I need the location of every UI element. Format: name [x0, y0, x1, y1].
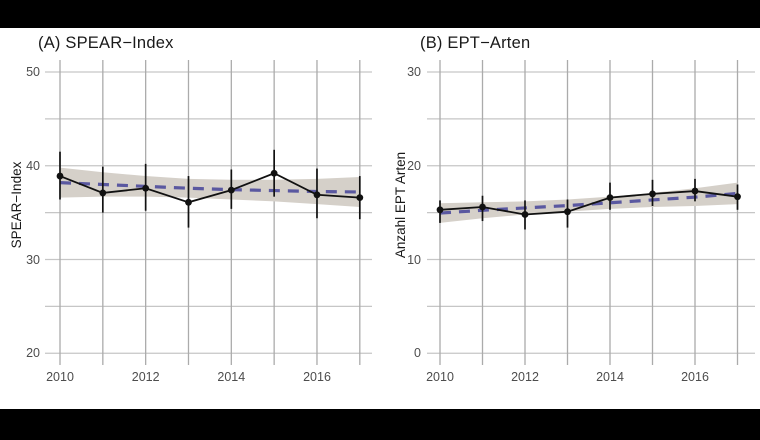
panel-a-ytick: 30: [26, 252, 40, 267]
panel-a-ytick: 50: [26, 65, 40, 79]
panel-b-title: (B) EPT−Arten: [420, 34, 531, 52]
panel-a-title: (A) SPEAR−Index: [38, 34, 174, 52]
panel-b-ytick: 30: [407, 65, 421, 79]
panel-a-ytick: 20: [26, 346, 40, 361]
panel-b-xtick: 2016: [681, 370, 709, 384]
panel-a: [45, 60, 372, 365]
figure-canvas: (A) SPEAR−Index (B) EPT−Arten SPEAR−Inde…: [0, 28, 760, 409]
panel-b-data-line: [439, 190, 738, 216]
panel-b-ytick: 10: [407, 252, 421, 267]
panel-b-h-grid: [427, 71, 755, 354]
panel-a-h-grid: [45, 71, 372, 354]
panel-b-ytick: 0: [414, 346, 421, 361]
panel-a-xtick: 2012: [131, 370, 160, 384]
two-panel-line-chart: [45, 60, 755, 365]
panel-b: [427, 60, 755, 365]
panel-a-data-points: [56, 169, 364, 206]
panel-a-ytick: 40: [26, 158, 40, 173]
panel-b-data-points: [436, 187, 741, 218]
panel-a-data-line: [59, 172, 360, 204]
panel-a-xtick: 2010: [46, 370, 74, 384]
panel-b-xtick: 2010: [426, 370, 454, 384]
panel-b-trend-line: [439, 191, 738, 215]
panel-b-xtick: 2012: [511, 370, 539, 384]
panel-a-xtick: 2014: [217, 370, 246, 384]
panel-b-xtick: 2014: [596, 370, 624, 384]
panel-a-xtick: 2016: [303, 370, 331, 384]
panel-a-confidence-ribbon: [60, 167, 360, 207]
panel-b-ytick: 20: [407, 158, 421, 173]
